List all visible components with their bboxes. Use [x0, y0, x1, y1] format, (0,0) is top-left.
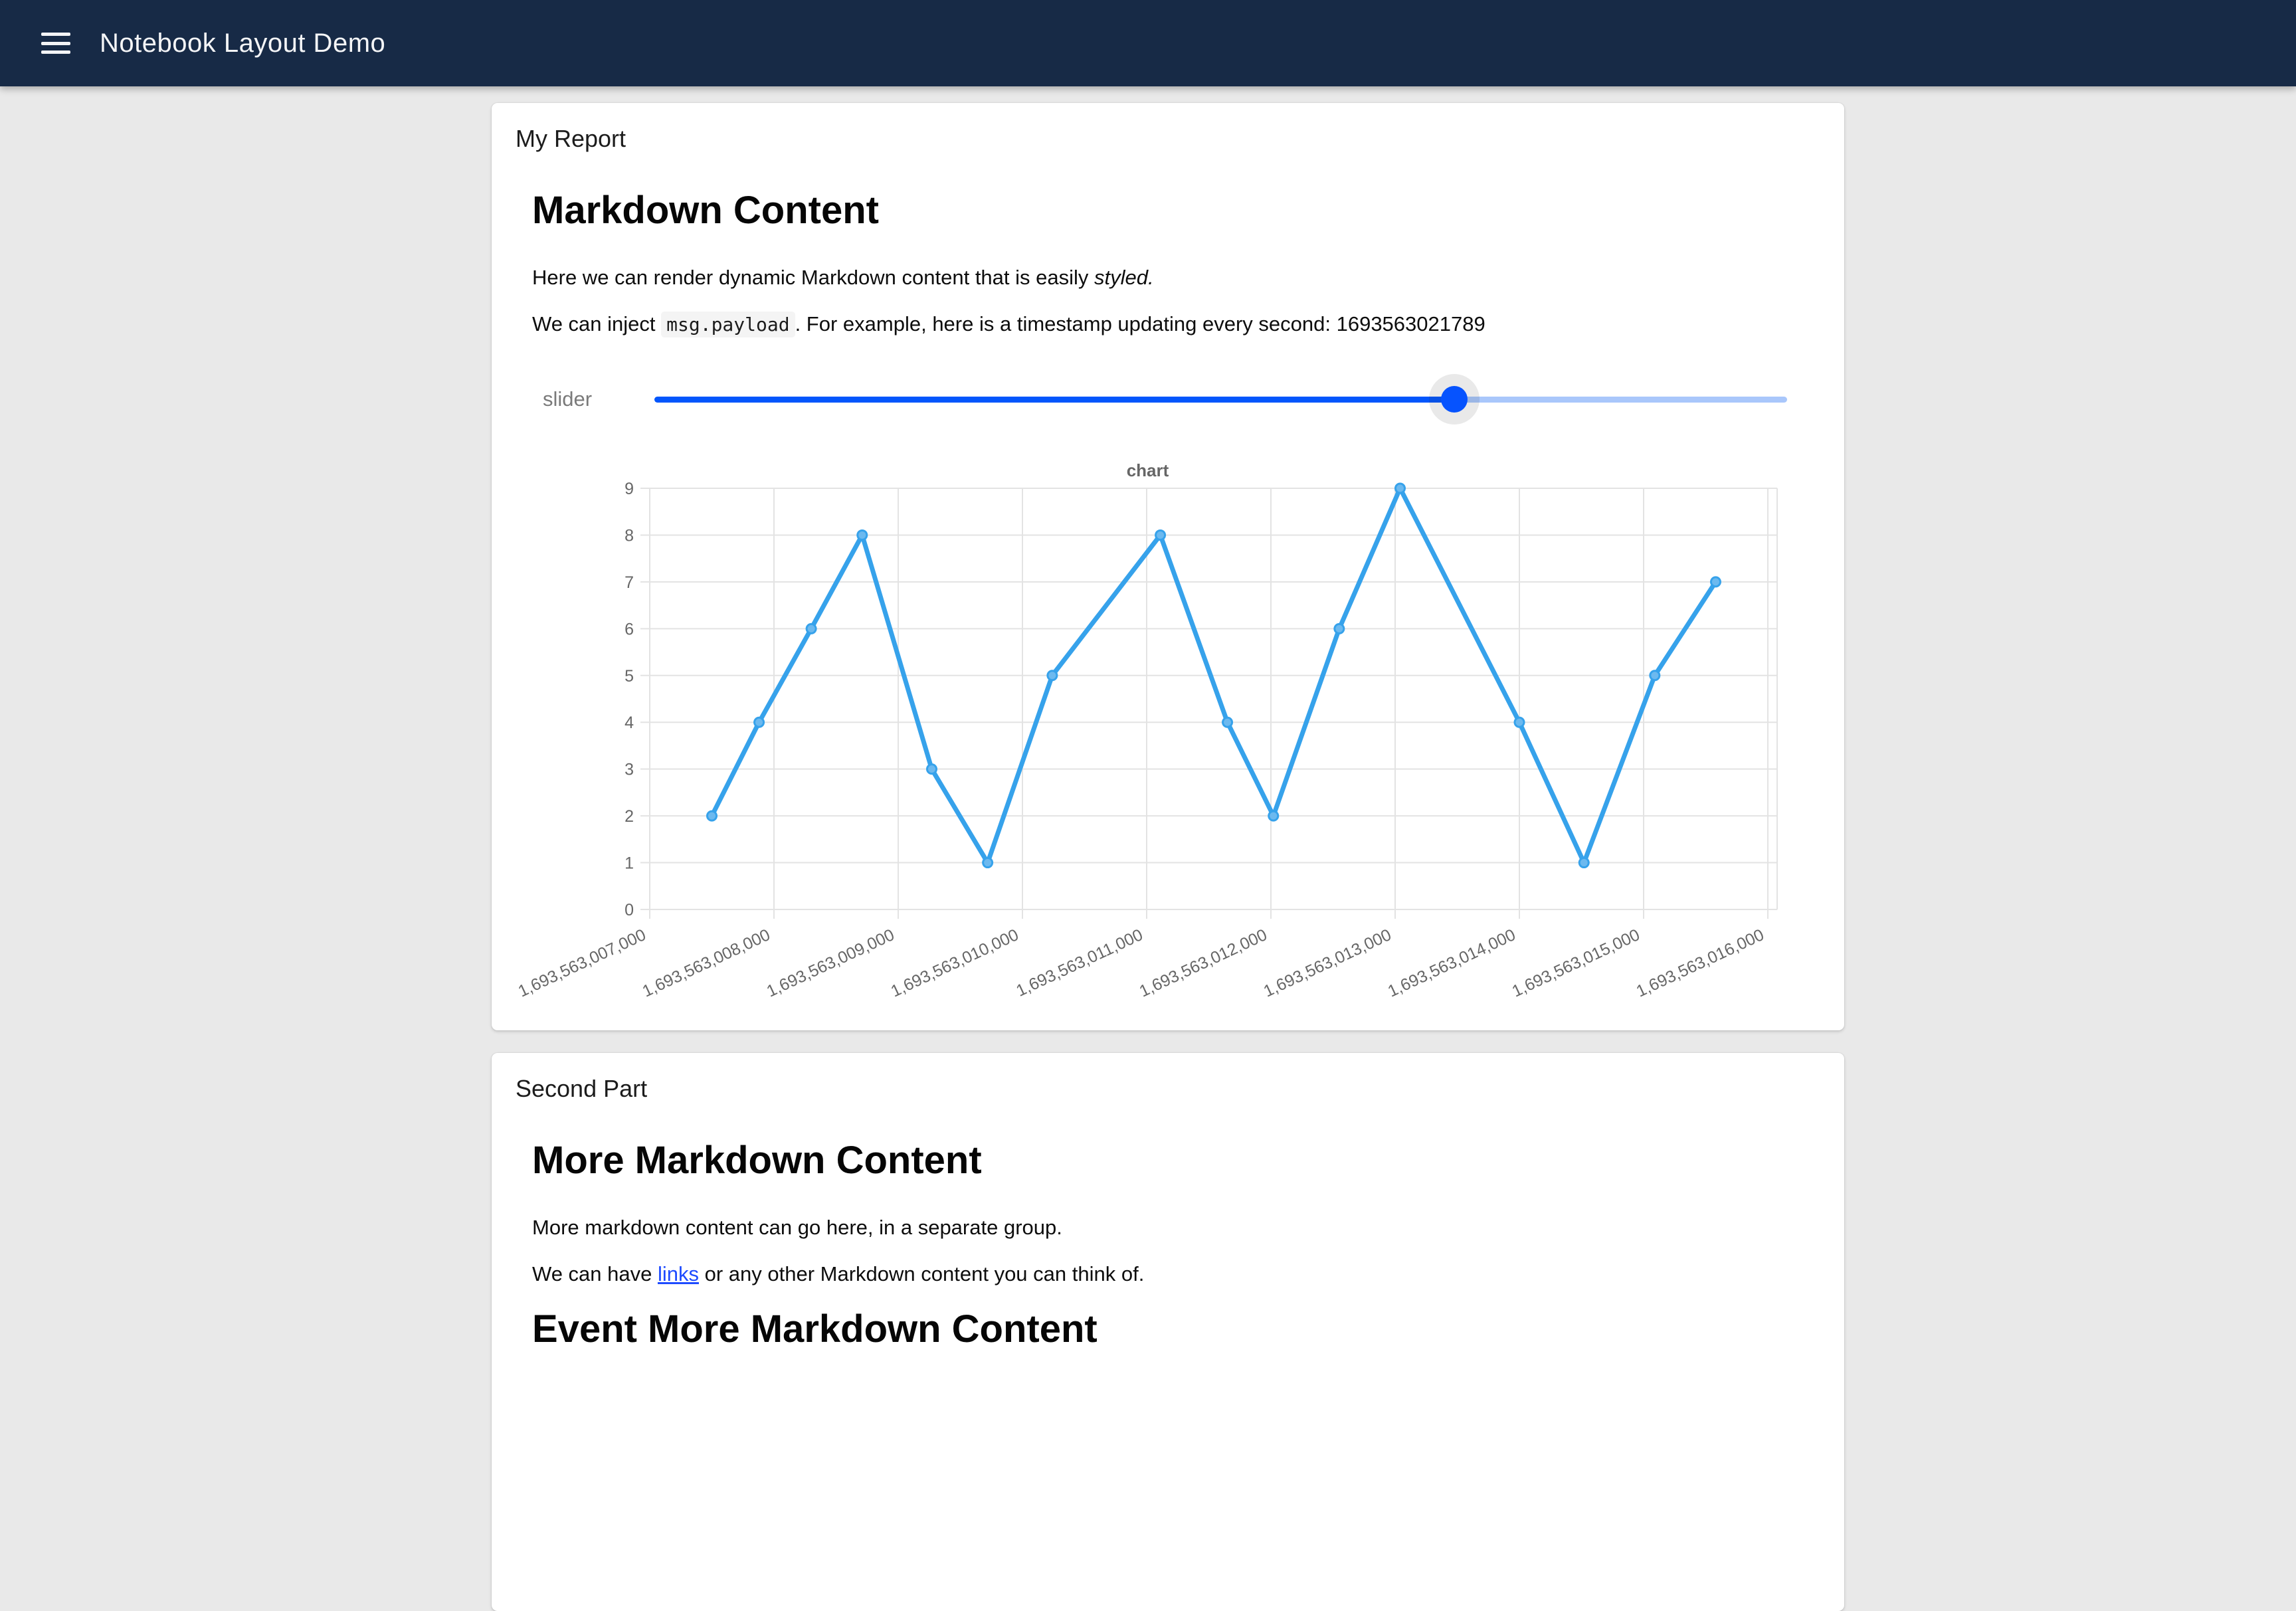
markdown-block: Markdown Content Here we can render dyna…	[516, 153, 1820, 337]
slider-label: slider	[543, 387, 593, 411]
chart-widget: chart 1,693,563,007,000 1,693,563,008,000 1…	[516, 456, 1820, 998]
svg-text:1,693,563,007,000: 1,693,563,007,000	[516, 925, 649, 998]
svg-text:0: 0	[624, 901, 634, 919]
markdown-paragraph-2: We can inject msg.payload. For example, …	[532, 312, 1820, 337]
markdown-heading-2: More Markdown Content	[532, 1139, 982, 1182]
slider-widget: slider	[516, 367, 1820, 431]
timestamp-value: 1693563021789	[1336, 312, 1485, 335]
svg-text:1,693,563,010,000: 1,693,563,010,000	[888, 925, 1022, 998]
svg-text:7: 7	[624, 573, 634, 592]
markdown-heading: Markdown Content	[532, 189, 879, 232]
app-title: Notebook Layout Demo	[100, 28, 386, 58]
second-card-title: Second Part	[516, 1075, 648, 1102]
svg-text:1,693,563,011,000: 1,693,563,011,000	[1013, 925, 1145, 998]
markdown-paragraph-3: More markdown content can go here, in a …	[532, 1216, 1062, 1239]
svg-text:9: 9	[624, 480, 634, 498]
app-bar: Notebook Layout Demo	[0, 0, 2296, 86]
svg-text:1,693,563,014,000: 1,693,563,014,000	[1385, 925, 1519, 998]
slider-track-inactive[interactable]	[1454, 396, 1787, 403]
svg-text:1,693,563,008,000: 1,693,563,008,000	[640, 925, 773, 998]
svg-text:4: 4	[624, 713, 634, 732]
markdown-paragraph-4: We can have links or any other Markdown …	[532, 1262, 1145, 1285]
msg-payload-code: msg.payload	[661, 312, 795, 337]
page-content: My Report Markdown Content Here we can r…	[492, 103, 1844, 1611]
svg-text:1,693,563,013,000: 1,693,563,013,000	[1261, 925, 1394, 998]
report-card-title: My Report	[516, 125, 626, 152]
markdown-paragraph-1: Here we can render dynamic Markdown cont…	[532, 266, 1154, 289]
svg-text:1,693,563,015,000: 1,693,563,015,000	[1509, 925, 1643, 998]
svg-text:1,693,563,012,000: 1,693,563,012,000	[1137, 925, 1270, 998]
hamburger-menu-icon[interactable]	[41, 33, 70, 54]
svg-text:6: 6	[624, 620, 634, 638]
svg-text:chart: chart	[1127, 460, 1169, 480]
report-card: My Report Markdown Content Here we can r…	[492, 103, 1844, 1030]
slider-thumb[interactable]	[1440, 386, 1468, 413]
svg-text:1,693,563,009,000: 1,693,563,009,000	[764, 925, 898, 998]
slider-track-active[interactable]	[654, 396, 1454, 403]
second-card: Second Part More Markdown Content More m…	[492, 1053, 1844, 1611]
slider-track[interactable]	[654, 367, 1787, 431]
markdown-heading-3: Event More Markdown Content	[532, 1307, 1098, 1351]
slider-thumb-halo[interactable]	[1428, 374, 1480, 425]
svg-text:2: 2	[624, 807, 634, 826]
svg-text:3: 3	[624, 761, 634, 779]
svg-text:8: 8	[624, 526, 634, 545]
markdown-block-2: More Markdown Content More markdown cont…	[516, 1103, 1820, 1351]
links-link[interactable]: links	[657, 1262, 699, 1285]
svg-text:5: 5	[624, 667, 634, 686]
styled-italic: styled.	[1094, 266, 1154, 289]
svg-text:1,693,563,016,000: 1,693,563,016,000	[1634, 925, 1767, 998]
chart-canvas[interactable]: chart1,693,563,007,0001,693,563,008,0001…	[516, 456, 1780, 998]
svg-text:1: 1	[624, 854, 634, 873]
